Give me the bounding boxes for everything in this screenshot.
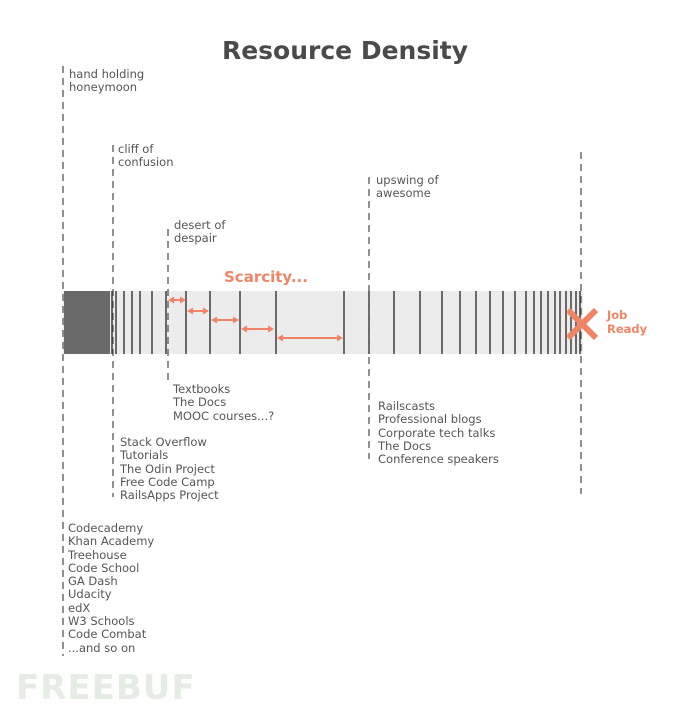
label-line: desert of xyxy=(174,218,226,232)
list-item: Free Code Camp xyxy=(120,474,215,489)
list-item: RailsApps Project xyxy=(120,488,219,503)
label-line: Ready xyxy=(607,321,648,336)
scarcity-label: Scarcity... xyxy=(224,268,308,286)
label-line: honeymoon xyxy=(69,80,138,95)
job-ready-x-icon xyxy=(565,307,599,341)
list-item: The Docs xyxy=(378,438,432,453)
list-item: Railscasts xyxy=(378,399,436,413)
arrow-head-right-icon xyxy=(337,334,343,342)
label-cliff: cliff of confusion xyxy=(118,142,174,170)
list-cliff: Stack Overflow Tutorials The Odin Projec… xyxy=(120,435,219,503)
density-ticks xyxy=(64,291,581,354)
list-item: ...and so on xyxy=(68,640,136,655)
label-line: Job xyxy=(607,308,628,322)
list-item: Code Combat xyxy=(68,627,147,642)
list-item: The Odin Project xyxy=(120,461,215,476)
label-hand-holding: hand holding honeymoon xyxy=(69,67,145,95)
label-desert: desert of despair xyxy=(174,218,226,246)
list-item: Khan Academy xyxy=(68,534,155,549)
arrow-head-left-icon xyxy=(211,316,217,324)
label-line: upswing of xyxy=(376,173,439,187)
scarcity-arrows xyxy=(168,296,343,342)
arrow-head-left-icon xyxy=(241,325,247,333)
arrow-head-right-icon xyxy=(203,307,209,315)
list-item: W3 Schools xyxy=(68,614,135,629)
arrow-head-right-icon xyxy=(233,316,239,324)
label-line: confusion xyxy=(118,155,174,170)
list-item: MOOC courses...? xyxy=(173,408,275,423)
list-item: Treehouse xyxy=(68,547,127,562)
list-item: Code School xyxy=(68,560,140,575)
label-line: despair xyxy=(174,231,217,246)
list-desert: Textbooks The Docs MOOC courses...? xyxy=(173,382,275,423)
list-item: Stack Overflow xyxy=(120,435,207,449)
label-line: hand holding xyxy=(69,67,145,81)
diagram-title: Resource Density xyxy=(221,36,469,65)
arrow-head-right-icon xyxy=(180,296,186,304)
list-item: Conference speakers xyxy=(378,452,499,467)
arrow-head-left-icon xyxy=(277,334,283,342)
list-item: Udacity xyxy=(68,587,112,602)
arrow-head-right-icon xyxy=(268,325,274,333)
list-item: Corporate tech talks xyxy=(378,425,496,440)
list-item: edX xyxy=(68,600,91,615)
job-ready-label: Job Ready xyxy=(607,308,648,336)
density-band xyxy=(63,291,583,354)
list-item: Professional blogs xyxy=(378,412,482,427)
label-line: awesome xyxy=(376,186,431,201)
list-upswing: Railscasts Professional blogs Corporate … xyxy=(378,399,499,467)
arrow-head-left-icon xyxy=(187,307,193,315)
list-item: GA Dash xyxy=(68,574,118,589)
list-item: Textbooks xyxy=(173,382,231,396)
list-beginner: Codecademy Khan Academy Treehouse Code S… xyxy=(68,521,155,655)
x-stroke xyxy=(565,307,599,341)
list-item: The Docs xyxy=(173,395,227,410)
watermark-logo: FREEBUF xyxy=(16,668,196,708)
list-item: Codecademy xyxy=(68,521,144,535)
list-item: Tutorials xyxy=(120,448,169,463)
arrow-head-left-icon xyxy=(168,296,174,304)
label-line: cliff of xyxy=(118,142,154,156)
label-upswing: upswing of awesome xyxy=(376,173,439,201)
